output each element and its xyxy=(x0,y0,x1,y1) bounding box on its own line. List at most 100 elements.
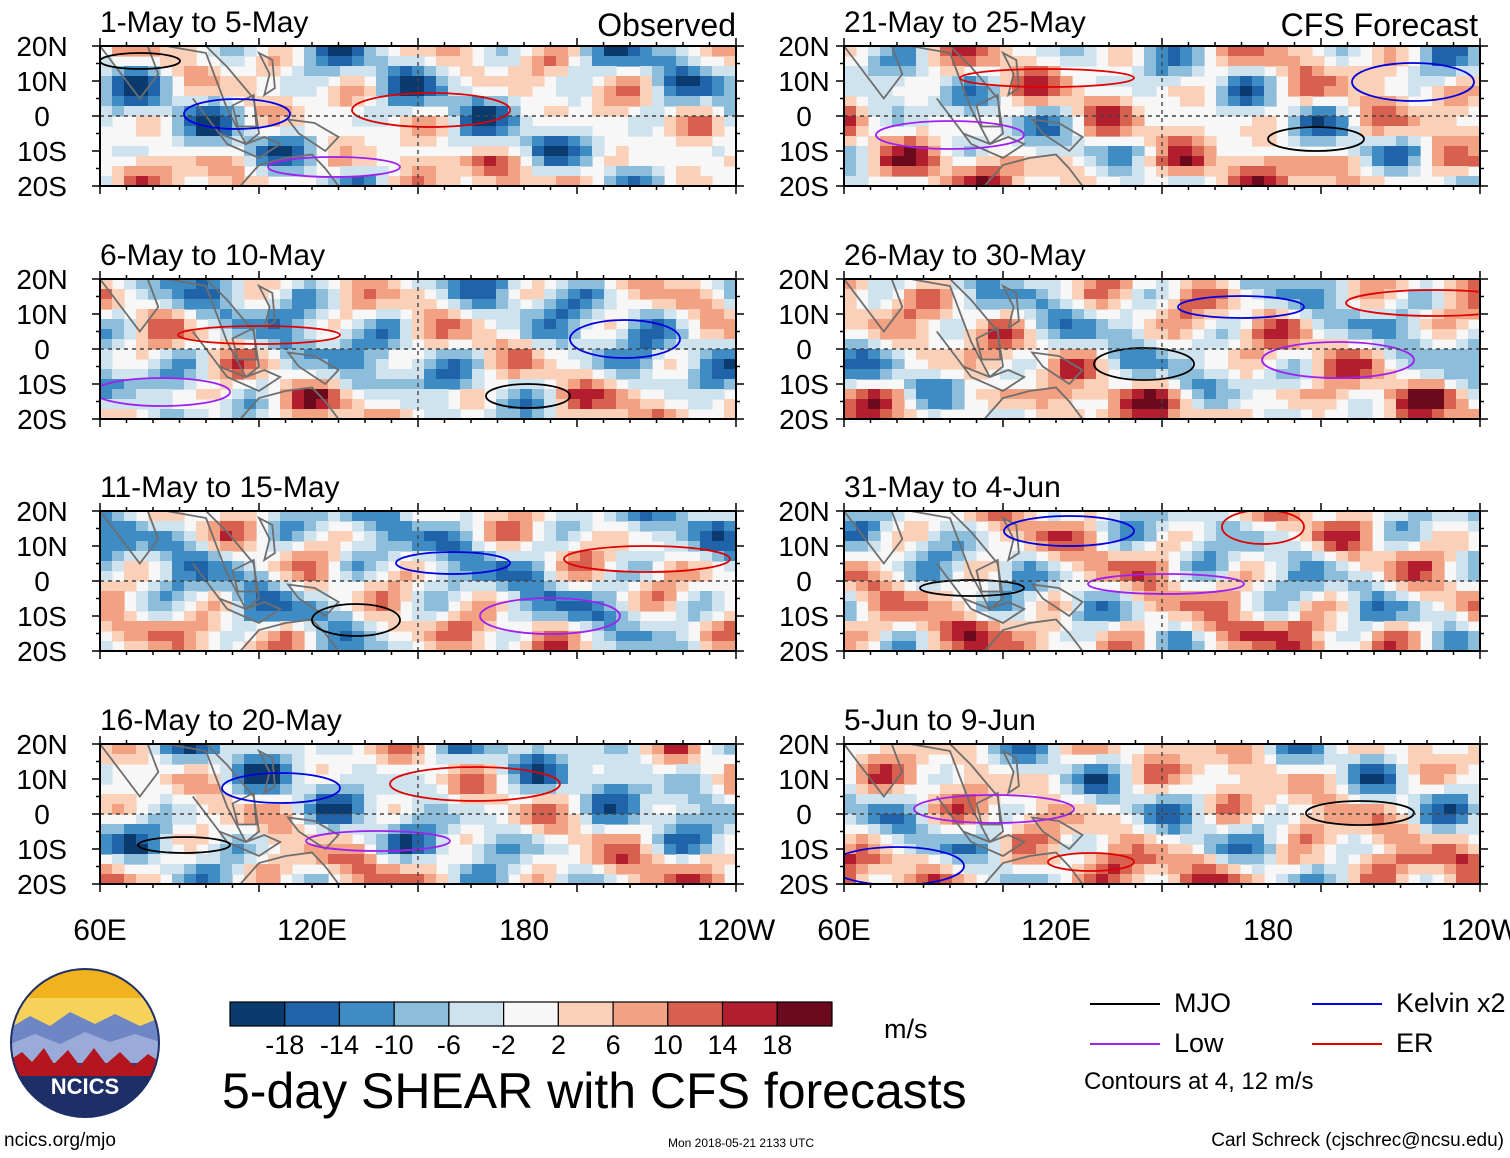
shear-cell xyxy=(556,511,569,522)
shear-cell xyxy=(160,824,173,835)
shear-cell xyxy=(124,794,137,805)
shear-cell xyxy=(1300,106,1313,117)
shear-cell xyxy=(172,349,185,360)
shear-cell xyxy=(844,379,857,390)
shear-cell xyxy=(292,156,305,167)
shear-cell xyxy=(1420,591,1433,602)
shear-cell xyxy=(856,521,869,532)
shear-cell xyxy=(1384,874,1397,884)
shear-cell xyxy=(244,309,257,320)
shear-cell xyxy=(1276,279,1289,290)
shear-cell xyxy=(652,399,665,410)
shear-cell xyxy=(856,369,869,380)
shear-cell xyxy=(532,824,545,835)
shear-cell xyxy=(148,744,161,755)
shear-cell xyxy=(1264,76,1277,87)
contour-kelvin xyxy=(569,319,681,359)
shear-cell xyxy=(868,399,881,410)
shear-cell xyxy=(388,641,401,651)
shear-cell xyxy=(304,86,317,97)
shear-cell xyxy=(460,621,473,632)
shear-cell xyxy=(592,611,605,622)
shear-cell xyxy=(496,631,509,642)
shear-cell xyxy=(1216,754,1229,765)
shear-cell xyxy=(352,116,365,127)
shear-cell xyxy=(460,744,473,755)
shear-cell xyxy=(1192,399,1205,410)
shear-cell xyxy=(1216,531,1229,542)
shear-cell xyxy=(724,541,736,552)
shear-cell xyxy=(628,369,641,380)
shear-cell xyxy=(508,76,521,87)
shear-cell xyxy=(1420,319,1433,330)
shear-cell xyxy=(544,621,557,632)
shear-cell xyxy=(256,279,269,290)
shear-cell xyxy=(1312,359,1325,370)
shear-cell xyxy=(556,521,569,532)
shear-cell xyxy=(580,611,593,622)
shear-cell xyxy=(124,874,137,884)
shear-cell xyxy=(976,56,989,67)
shear-cell xyxy=(880,46,893,57)
shear-cell xyxy=(400,339,413,350)
shear-cell xyxy=(1144,764,1157,775)
shear-cell xyxy=(136,521,149,532)
shear-cell xyxy=(208,754,221,765)
shear-cell xyxy=(1144,156,1157,167)
shear-cell xyxy=(532,804,545,815)
shear-cell xyxy=(172,299,185,310)
shear-cell xyxy=(580,379,593,390)
y-tick-label: 20N xyxy=(16,729,67,760)
shear-cell xyxy=(292,531,305,542)
shear-cell xyxy=(376,744,389,755)
shear-cell xyxy=(1444,299,1457,310)
shear-cell xyxy=(1348,289,1361,300)
shear-cell xyxy=(100,571,113,582)
shear-cell xyxy=(664,641,677,651)
shear-cell xyxy=(616,864,629,875)
shear-cell xyxy=(664,339,677,350)
shear-cell xyxy=(472,389,485,400)
shear-cell xyxy=(1060,299,1073,310)
shear-cell xyxy=(112,399,125,410)
shear-cell xyxy=(1396,56,1409,67)
shear-cell xyxy=(148,541,161,552)
shear-cell xyxy=(1456,591,1469,602)
shear-cell xyxy=(268,764,281,775)
shear-cell xyxy=(640,349,653,360)
shear-cell xyxy=(652,116,665,127)
shear-cell xyxy=(1384,126,1397,137)
shear-cell xyxy=(436,409,449,419)
shear-cell xyxy=(592,571,605,582)
shear-cell xyxy=(616,359,629,370)
shear-cell xyxy=(1120,641,1133,651)
shear-cell xyxy=(1312,641,1325,651)
shear-cell xyxy=(604,864,617,875)
shear-cell xyxy=(1144,804,1157,815)
shear-cell xyxy=(460,289,473,300)
shear-cell xyxy=(232,571,245,582)
shear-cell xyxy=(484,744,497,755)
shear-cell xyxy=(196,631,209,642)
shear-cell xyxy=(232,319,245,330)
shear-cell xyxy=(640,581,653,592)
shear-cell xyxy=(376,176,389,186)
shear-cell xyxy=(1276,319,1289,330)
shear-cell xyxy=(1060,399,1073,410)
shear-cell xyxy=(388,864,401,875)
shear-cell xyxy=(484,531,497,542)
shear-cell xyxy=(316,804,329,815)
shear-cell xyxy=(1180,369,1193,380)
shear-cell xyxy=(1336,86,1349,97)
shear-cell xyxy=(664,561,677,572)
shear-cell xyxy=(1396,146,1409,157)
shear-cell xyxy=(952,176,965,186)
shear-cell xyxy=(1108,399,1121,410)
shear-cell xyxy=(1228,319,1241,330)
shear-cell xyxy=(304,299,317,310)
shear-cell xyxy=(844,844,857,855)
shear-cell xyxy=(1036,754,1049,765)
shear-cell xyxy=(892,369,905,380)
shear-cell xyxy=(1372,56,1385,67)
website-link[interactable]: ncics.org/mjo xyxy=(4,1130,116,1151)
